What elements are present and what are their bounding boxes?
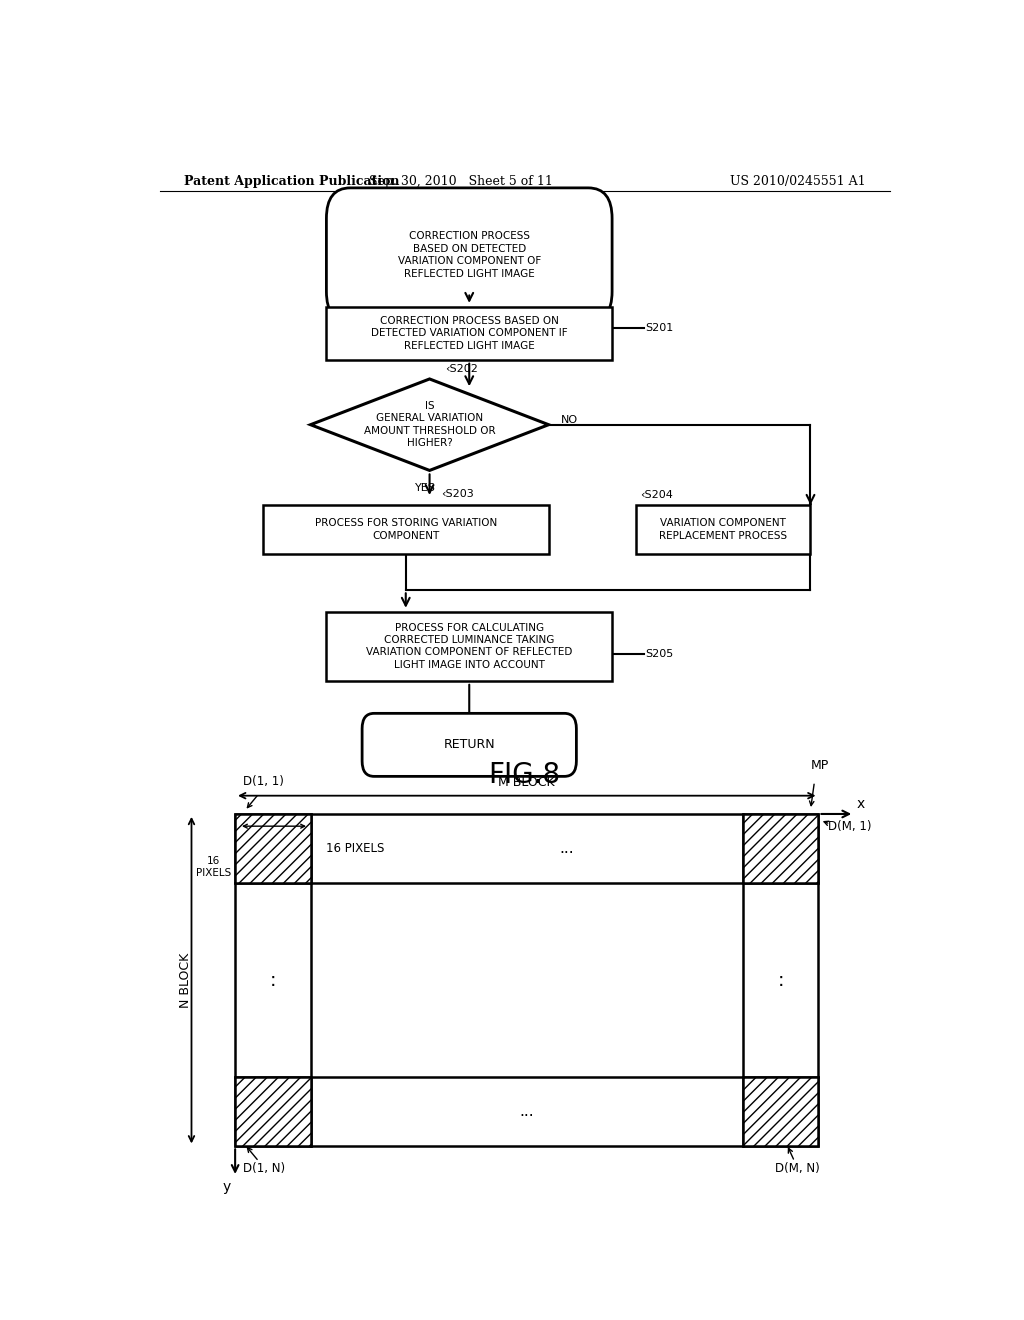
Bar	[263, 506, 549, 554]
Text: US 2010/0245551 A1: US 2010/0245551 A1	[730, 176, 866, 189]
Text: CORRECTION PROCESS BASED ON
DETECTED VARIATION COMPONENT IF
REFLECTED LIGHT IMAG: CORRECTION PROCESS BASED ON DETECTED VAR…	[371, 315, 567, 351]
Bar	[636, 506, 811, 554]
Bar	[236, 814, 310, 883]
Text: :: :	[269, 970, 276, 990]
Bar	[743, 1077, 818, 1146]
Text: MP: MP	[811, 759, 828, 772]
Text: FIG.7: FIG.7	[488, 201, 561, 228]
Text: PROCESS FOR STORING VARIATION
COMPONENT: PROCESS FOR STORING VARIATION COMPONENT	[314, 519, 497, 541]
Text: YES: YES	[415, 483, 436, 492]
Bar	[236, 1077, 310, 1146]
Text: VARIATION COMPONENT
REPLACEMENT PROCESS: VARIATION COMPONENT REPLACEMENT PROCESS	[659, 519, 787, 541]
Text: D(M, 1): D(M, 1)	[828, 820, 871, 833]
Bar	[743, 814, 818, 883]
Text: Sep. 30, 2010   Sheet 5 of 11: Sep. 30, 2010 Sheet 5 of 11	[370, 176, 553, 189]
Text: IS
GENERAL VARIATION
AMOUNT THRESHOLD OR
HIGHER?: IS GENERAL VARIATION AMOUNT THRESHOLD OR…	[364, 401, 496, 449]
Text: :: :	[777, 970, 784, 990]
Text: y: y	[223, 1180, 231, 1193]
Text: CORRECTION PROCESS
BASED ON DETECTED
VARIATION COMPONENT OF
REFLECTED LIGHT IMAG: CORRECTION PROCESS BASED ON DETECTED VAR…	[397, 231, 541, 279]
Text: S205: S205	[645, 649, 674, 660]
Text: RETURN: RETURN	[443, 738, 495, 751]
Text: 16 PIXELS: 16 PIXELS	[327, 842, 385, 855]
Text: D(1, 1): D(1, 1)	[243, 775, 284, 788]
Text: M BLOCK: M BLOCK	[499, 776, 555, 788]
Bar	[327, 611, 612, 681]
Text: NO: NO	[560, 414, 578, 425]
Text: Patent Application Publication: Patent Application Publication	[183, 176, 399, 189]
Text: ...: ...	[519, 1105, 535, 1119]
Text: S201: S201	[645, 323, 674, 333]
Text: x: x	[856, 797, 865, 810]
Text: FIG.8: FIG.8	[488, 762, 561, 789]
Polygon shape	[310, 379, 549, 470]
FancyBboxPatch shape	[362, 713, 577, 776]
Text: PROCESS FOR CALCULATING
CORRECTED LUMINANCE TAKING
VARIATION COMPONENT OF REFLEC: PROCESS FOR CALCULATING CORRECTED LUMINA…	[366, 623, 572, 669]
Text: D(1, N): D(1, N)	[243, 1162, 286, 1175]
Text: ‹S204: ‹S204	[640, 490, 673, 500]
Text: D(M, N): D(M, N)	[775, 1162, 819, 1175]
Bar	[327, 306, 612, 359]
Text: N BLOCK: N BLOCK	[178, 953, 191, 1007]
Text: ‹S203: ‹S203	[441, 488, 474, 499]
Text: 16
PIXELS: 16 PIXELS	[196, 857, 231, 878]
Bar	[236, 814, 818, 1146]
FancyBboxPatch shape	[327, 187, 612, 322]
Text: ‹S202: ‹S202	[445, 364, 478, 374]
Text: ...: ...	[559, 841, 573, 857]
